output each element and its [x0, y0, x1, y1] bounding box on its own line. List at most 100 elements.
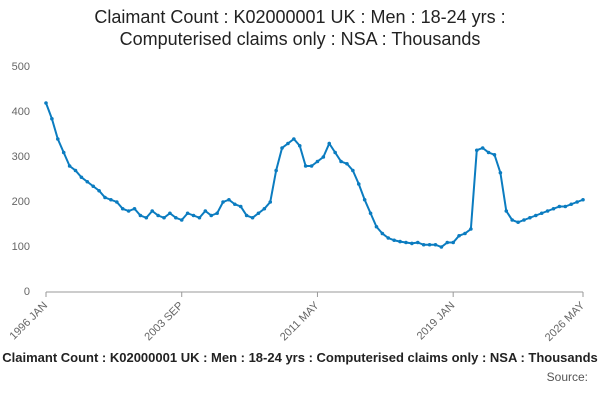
point: [551, 206, 556, 211]
point: [398, 239, 402, 244]
x-tick-label: 2019 JAN: [415, 300, 458, 343]
point: [333, 150, 337, 155]
y-tick-label: 300: [12, 151, 30, 163]
point: [480, 146, 485, 150]
point: [581, 197, 585, 202]
point: [233, 202, 237, 207]
point: [274, 168, 278, 173]
point: [522, 218, 526, 222]
point: [575, 200, 579, 204]
point: [126, 209, 131, 213]
point: [474, 148, 479, 153]
point: [380, 231, 385, 236]
point: [150, 209, 155, 213]
point: [67, 164, 72, 168]
point: [433, 242, 438, 247]
point: [115, 200, 119, 204]
point: [528, 215, 532, 220]
point: [368, 211, 373, 216]
point: [268, 200, 273, 204]
y-tick-label: 0: [24, 286, 30, 298]
y-tick-label: 500: [12, 61, 30, 73]
point: [79, 175, 84, 180]
point: [516, 220, 520, 225]
point: [510, 218, 514, 222]
x-tick-label: 2011 MAY: [278, 299, 322, 343]
point: [238, 204, 243, 209]
point: [315, 159, 320, 164]
line: [45, 102, 584, 249]
point: [309, 164, 314, 168]
caption: Claimant Count : K02000001 UK : Men : 18…: [2, 350, 598, 365]
point: [374, 224, 379, 229]
point: [345, 161, 349, 166]
point: [44, 101, 48, 105]
point: [404, 240, 408, 245]
point: [215, 211, 219, 216]
point: [351, 168, 355, 173]
point: [415, 240, 420, 245]
point: [463, 231, 467, 236]
source: Source:: [546, 370, 588, 384]
point: [250, 215, 255, 220]
point: [451, 240, 455, 245]
point: [457, 233, 461, 238]
point: [209, 213, 214, 218]
point: [469, 227, 473, 231]
point: [539, 211, 544, 216]
point: [91, 184, 96, 189]
point: [486, 150, 491, 155]
point: [120, 206, 125, 211]
point: [73, 168, 78, 173]
point: [303, 164, 308, 168]
point: [280, 146, 284, 150]
point: [362, 197, 367, 202]
point: [179, 218, 184, 222]
point: [292, 137, 296, 141]
point: [109, 197, 113, 202]
point: [191, 213, 196, 218]
point: [321, 155, 326, 159]
point: [144, 215, 149, 220]
point: [156, 213, 160, 218]
point: [227, 197, 231, 202]
point: [327, 141, 332, 146]
point: [297, 143, 302, 148]
point: [445, 240, 450, 245]
point: [392, 238, 396, 243]
point: [492, 152, 497, 157]
chart-title: Claimant Count : K02000001 UK : Men : 18…: [94, 7, 506, 49]
point: [545, 209, 550, 213]
point: [61, 150, 66, 155]
point: [221, 200, 225, 204]
y-tick-label: 200: [12, 196, 30, 208]
point: [262, 206, 267, 211]
point: [97, 188, 101, 193]
point: [557, 204, 562, 209]
y-tick-label: 400: [12, 106, 30, 118]
point: [410, 241, 414, 246]
point: [504, 209, 509, 213]
point: [85, 179, 90, 184]
point: [286, 141, 290, 146]
point: [197, 215, 202, 220]
point: [185, 211, 190, 216]
point: [132, 206, 137, 211]
point: [563, 204, 568, 209]
x-tick-label: 1996 JAN: [8, 300, 51, 343]
point: [427, 242, 432, 247]
x-tick-label: 2003 SEP: [142, 300, 186, 344]
point: [356, 182, 361, 186]
point: [244, 213, 249, 218]
x-tick-label: 2026 MAY: [543, 299, 588, 344]
point: [533, 213, 538, 218]
point: [339, 159, 343, 164]
point: [256, 211, 261, 216]
y-tick-label: 100: [12, 241, 30, 253]
point: [56, 137, 60, 141]
point: [103, 195, 107, 200]
point: [439, 245, 444, 249]
point: [162, 215, 166, 220]
